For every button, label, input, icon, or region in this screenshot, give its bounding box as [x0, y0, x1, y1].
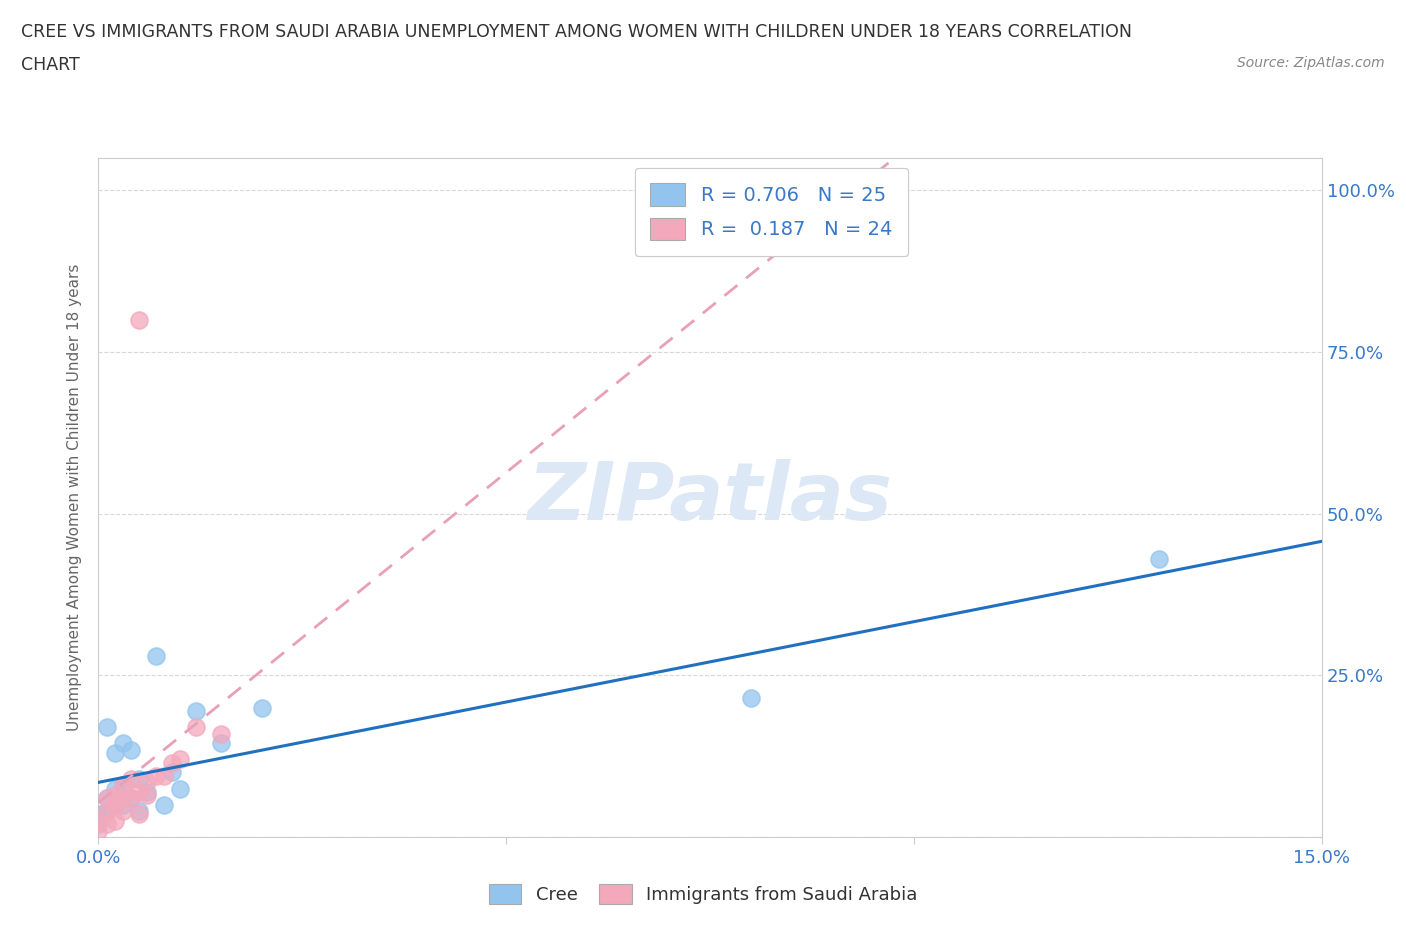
Point — [96, 790, 118, 805]
Point — [169, 781, 191, 796]
Text: CHART: CHART — [21, 56, 80, 73]
Point — [104, 788, 127, 803]
Point — [111, 797, 134, 812]
Point — [111, 804, 134, 818]
Text: ZIPatlas: ZIPatlas — [527, 458, 893, 537]
Point — [128, 312, 150, 327]
Point — [104, 797, 127, 812]
Point — [145, 648, 167, 663]
Legend: Cree, Immigrants from Saudi Arabia: Cree, Immigrants from Saudi Arabia — [481, 876, 925, 911]
Point — [96, 804, 118, 818]
Text: Source: ZipAtlas.com: Source: ZipAtlas.com — [1237, 56, 1385, 70]
Point — [96, 720, 118, 735]
Point — [1147, 551, 1170, 566]
Point — [136, 788, 159, 803]
Point — [104, 746, 127, 761]
Point — [111, 736, 134, 751]
Point — [120, 790, 142, 805]
Point — [87, 807, 110, 822]
Point — [104, 797, 127, 812]
Point — [145, 768, 167, 783]
Point — [128, 784, 150, 799]
Point — [96, 804, 118, 818]
Point — [111, 790, 134, 805]
Point — [160, 755, 183, 770]
Point — [87, 817, 110, 831]
Point — [169, 752, 191, 767]
Point — [87, 814, 110, 829]
Point — [87, 823, 110, 838]
Point — [136, 775, 159, 790]
Point — [740, 691, 762, 706]
Point — [120, 742, 142, 757]
Point — [104, 814, 127, 829]
Point — [209, 726, 232, 741]
Point — [128, 804, 150, 818]
Point — [209, 736, 232, 751]
Text: CREE VS IMMIGRANTS FROM SAUDI ARABIA UNEMPLOYMENT AMONG WOMEN WITH CHILDREN UNDE: CREE VS IMMIGRANTS FROM SAUDI ARABIA UNE… — [21, 23, 1132, 41]
Point — [250, 700, 273, 715]
Point — [128, 807, 150, 822]
Point — [186, 703, 208, 718]
Point — [160, 764, 183, 779]
Point — [104, 781, 127, 796]
Point — [136, 784, 159, 799]
Point — [111, 777, 134, 792]
Point — [96, 790, 118, 805]
Point — [96, 817, 118, 831]
Point — [128, 771, 150, 786]
Y-axis label: Unemployment Among Women with Children Under 18 years: Unemployment Among Women with Children U… — [67, 264, 83, 731]
Point — [186, 720, 208, 735]
Point — [120, 790, 142, 805]
Point — [120, 771, 142, 786]
Point — [111, 777, 134, 792]
Point — [152, 768, 174, 783]
Legend: R = 0.706   N = 25, R =  0.187   N = 24: R = 0.706 N = 25, R = 0.187 N = 24 — [634, 167, 908, 256]
Point — [152, 797, 174, 812]
